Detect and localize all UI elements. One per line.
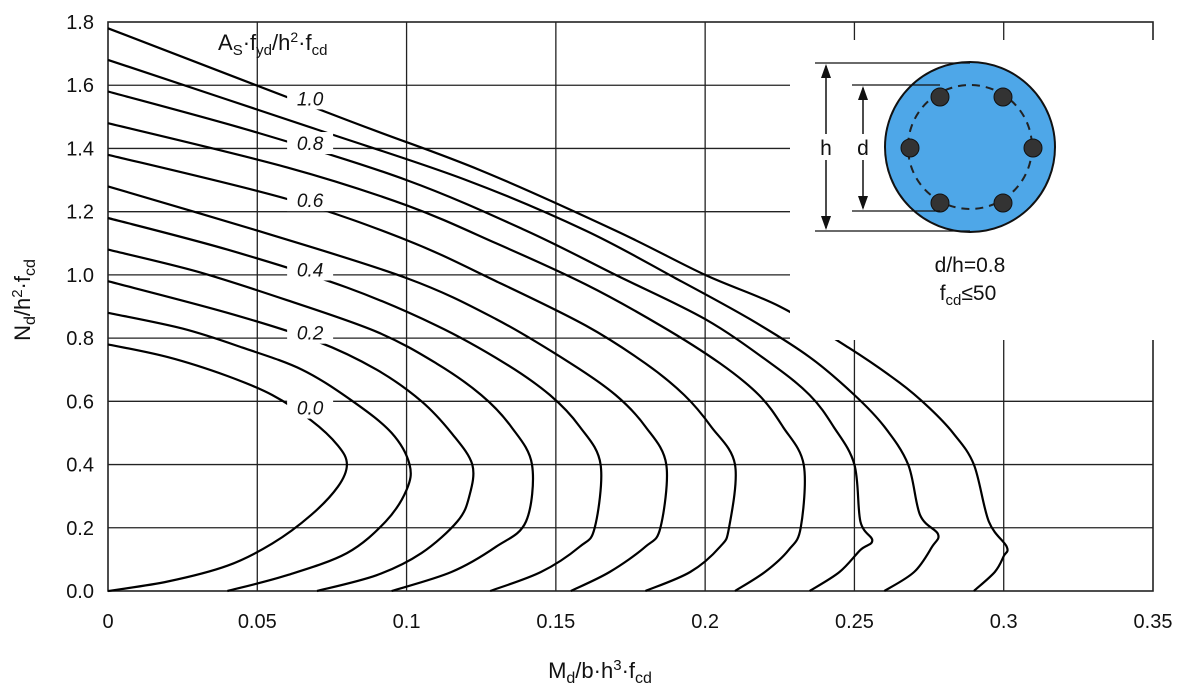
- rebar-bar: [900, 138, 920, 158]
- rebar-bar: [1023, 138, 1043, 158]
- x-tick-label: 0.15: [536, 611, 575, 633]
- rebar-bar: [993, 193, 1013, 213]
- section-circle: [884, 61, 1056, 233]
- h-label-bg: [816, 134, 836, 160]
- curve-0-7: [107, 122, 806, 592]
- x-tick-label: 0.25: [835, 611, 874, 633]
- x-tick-label: 0.3: [990, 611, 1018, 633]
- x-tick-label: 0: [102, 611, 113, 633]
- rebar-bar: [930, 87, 950, 107]
- x-tick-label: 0.05: [238, 611, 277, 633]
- h-label: h: [820, 137, 832, 160]
- rebar-bar: [993, 87, 1013, 107]
- x-axis-label: Md/b·h3·fcd: [548, 657, 652, 687]
- y-tick-label: 0.8: [66, 328, 94, 350]
- curve-label: 0.4: [297, 260, 323, 281]
- y-axis-label: Nd/h2·fcd: [9, 259, 39, 341]
- curve-labels: 0.0 0.2 0.4 0.6 0.8 1.0: [287, 87, 334, 420]
- curve-0-9: [107, 58, 940, 592]
- x-tick-label: 0.1: [393, 611, 421, 633]
- h-arrow-down: [821, 216, 831, 230]
- y-tick-label: 1.6: [66, 75, 94, 97]
- d-label: d: [857, 137, 869, 160]
- d-arrow-up: [858, 86, 868, 100]
- y-tick-label: 1.4: [66, 138, 94, 160]
- curve-label-bg: [287, 87, 334, 110]
- rebar-bar: [930, 193, 950, 213]
- y-tick-label: 1.2: [66, 202, 94, 224]
- curve-label: 0.6: [297, 191, 324, 212]
- curve-label: 0.8: [297, 134, 324, 155]
- curve-0-2: [107, 280, 475, 593]
- family-label: AS·fyd/h2·fcd: [218, 29, 327, 59]
- x-tick-label: 0.2: [691, 611, 719, 633]
- curve-0-1: [107, 311, 412, 593]
- y-tick-label: 1.8: [66, 12, 94, 34]
- fcd-text: fcd≤50: [940, 282, 997, 309]
- curve-0-4: [107, 216, 603, 593]
- tick-labels: 0 0.05 0.1 0.15 0.2 0.25 0.3 0.350.00.20.40.60.…: [66, 12, 1172, 633]
- curve-label-bg: [287, 132, 334, 155]
- d-arrow-down: [858, 196, 868, 210]
- curve-0: [107, 343, 348, 593]
- curve-1: [107, 27, 1009, 592]
- curve-label: 0.2: [297, 324, 324, 345]
- y-tick-label: 0.4: [66, 455, 94, 477]
- y-tick-label: 0.6: [66, 391, 94, 413]
- y-tick-label: 1.0: [66, 265, 94, 287]
- curve-0-6: [107, 153, 737, 593]
- curve-label: 0.0: [297, 399, 324, 420]
- section-inset: h d d/h=0.8 fcd≤50: [790, 40, 1160, 340]
- curve-0-3: [107, 248, 535, 593]
- ratio-text: d/h=0.8: [935, 254, 1006, 277]
- curve-0-8: [107, 90, 874, 592]
- curve-label: 1.0: [297, 89, 324, 110]
- curves: [107, 27, 1009, 593]
- x-tick-label: 0.35: [1134, 611, 1173, 633]
- curve-0-5: [107, 185, 669, 592]
- curve-label-bg: [287, 396, 334, 419]
- y-tick-label: 0.0: [66, 581, 94, 603]
- h-arrow-up: [821, 64, 831, 78]
- curve-label-bg: [287, 189, 334, 212]
- y-tick-label: 0.2: [66, 518, 94, 540]
- d-label-bg: [853, 134, 873, 160]
- curve-label-bg: [287, 258, 334, 281]
- curve-label-bg: [287, 321, 334, 344]
